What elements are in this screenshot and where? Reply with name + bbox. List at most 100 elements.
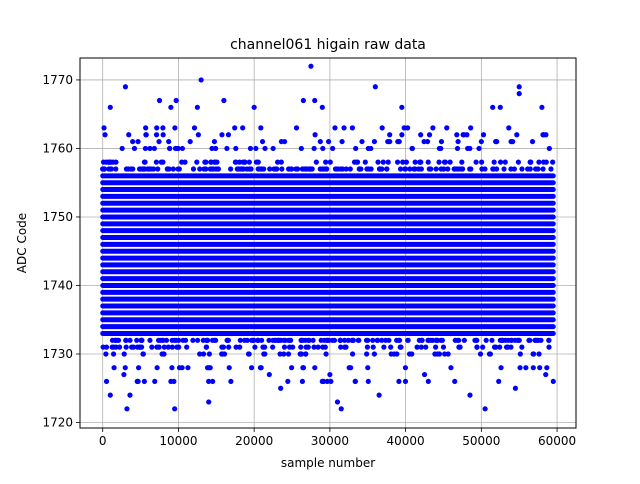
data-point [293, 166, 299, 172]
data-point [355, 337, 361, 343]
x-tick-label: 60000 [538, 434, 576, 448]
data-point [158, 159, 164, 165]
data-point [505, 337, 511, 343]
data-point [375, 159, 381, 165]
data-point-outlier [168, 378, 174, 385]
data-point [523, 365, 529, 371]
data-point-outlier [221, 97, 227, 104]
data-point [179, 159, 185, 165]
data-point [247, 166, 254, 172]
data-point [160, 132, 166, 138]
data-point [160, 125, 166, 131]
data-point [303, 351, 309, 357]
data-point [255, 166, 261, 172]
data-point [480, 344, 486, 350]
data-point [501, 166, 507, 172]
data-point [526, 337, 532, 343]
data-point [439, 337, 445, 343]
data-point [317, 138, 323, 145]
data-point-outlier [122, 84, 129, 90]
data-point [418, 132, 424, 138]
data-point [436, 145, 442, 152]
data-point [454, 132, 460, 138]
data-point [171, 337, 178, 343]
data-point [190, 337, 196, 343]
data-point [197, 166, 203, 172]
data-point-outlier [550, 378, 556, 385]
data-point [379, 337, 385, 343]
data-point [425, 159, 431, 165]
data-point-outlier [300, 97, 306, 104]
data-point [211, 138, 218, 145]
data-point-outlier [327, 371, 333, 378]
data-point [153, 159, 159, 165]
data-point [126, 132, 132, 138]
data-point-outlier [516, 84, 522, 90]
data-point [151, 145, 157, 152]
data-point [134, 378, 140, 385]
data-point [208, 159, 214, 165]
data-point [401, 125, 407, 131]
data-point [209, 337, 216, 343]
data-point [235, 166, 242, 172]
data-point [277, 351, 283, 357]
data-point [180, 337, 186, 343]
data-point [434, 337, 441, 343]
data-point [262, 351, 268, 357]
data-point [119, 145, 125, 152]
data-point-outlier [156, 97, 163, 104]
data-point [472, 337, 478, 343]
data-point [396, 337, 402, 343]
data-point [209, 145, 215, 152]
x-tick-label: 20000 [235, 434, 273, 448]
data-point [154, 125, 160, 131]
data-point [445, 351, 451, 357]
data-point [285, 337, 291, 343]
data-point [474, 344, 480, 350]
data-point [142, 145, 149, 152]
data-point-outlier [206, 399, 212, 405]
data-point [285, 378, 291, 385]
data-point [339, 138, 345, 145]
data-point [240, 125, 246, 131]
data-points [100, 63, 556, 412]
data-point [161, 344, 167, 350]
data-point [445, 166, 451, 172]
data-point-outlier [539, 104, 545, 110]
data-point [346, 365, 352, 371]
data-point [210, 378, 216, 385]
data-point [319, 166, 325, 172]
data-point [528, 159, 534, 165]
chart-title: channel061 higain raw data [230, 37, 426, 53]
data-point [536, 159, 542, 165]
data-point-outlier [467, 392, 473, 398]
data-point [167, 145, 173, 152]
data-point [289, 365, 295, 371]
data-point [206, 365, 212, 371]
data-point [536, 351, 542, 357]
data-point [533, 337, 539, 343]
data-point [143, 125, 149, 131]
data-point [203, 159, 209, 165]
data-point [323, 159, 329, 165]
data-point [147, 145, 153, 152]
y-tick-label: 1730 [42, 347, 73, 361]
data-point [409, 351, 415, 357]
data-point [379, 125, 385, 131]
data-point [371, 138, 378, 145]
data-point [320, 145, 326, 152]
data-point-outlier [334, 399, 341, 405]
data-point [169, 365, 175, 371]
data-point [384, 166, 390, 172]
data-point [459, 159, 465, 165]
data-point [123, 344, 129, 350]
data-point [174, 344, 180, 350]
data-point [415, 166, 422, 172]
data-point [461, 132, 467, 138]
data-point [489, 337, 495, 343]
data-point [530, 365, 536, 371]
data-point [247, 145, 254, 152]
data-point [232, 125, 238, 131]
data-point [176, 365, 183, 371]
